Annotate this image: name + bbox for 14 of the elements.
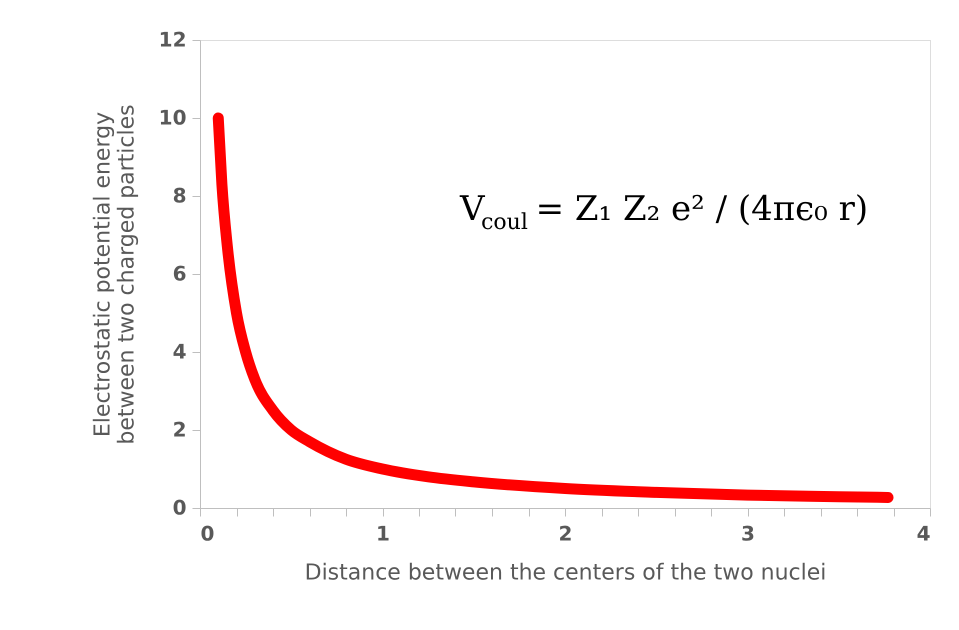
- y-tick-label: 8: [172, 184, 186, 208]
- y-axis-title: Electrostatic potential energy between two charged particles: [90, 104, 140, 445]
- x-axis-title: Distance between the centers of the two nuclei: [304, 560, 826, 586]
- y-tick-label: 4: [172, 340, 186, 364]
- y-tick-label: 2: [172, 418, 186, 442]
- x-tick-label: 1: [376, 522, 390, 546]
- x-tick-label: 0: [200, 522, 214, 546]
- x-tick-label: 3: [741, 522, 755, 546]
- y-tick-label: 10: [158, 106, 186, 130]
- x-tick-label: 4: [916, 522, 930, 546]
- y-tick-label: 0: [172, 496, 186, 520]
- x-tick-label: 2: [558, 522, 572, 546]
- y-tick-label: 6: [172, 262, 186, 286]
- y-tick-label: 12: [158, 28, 186, 52]
